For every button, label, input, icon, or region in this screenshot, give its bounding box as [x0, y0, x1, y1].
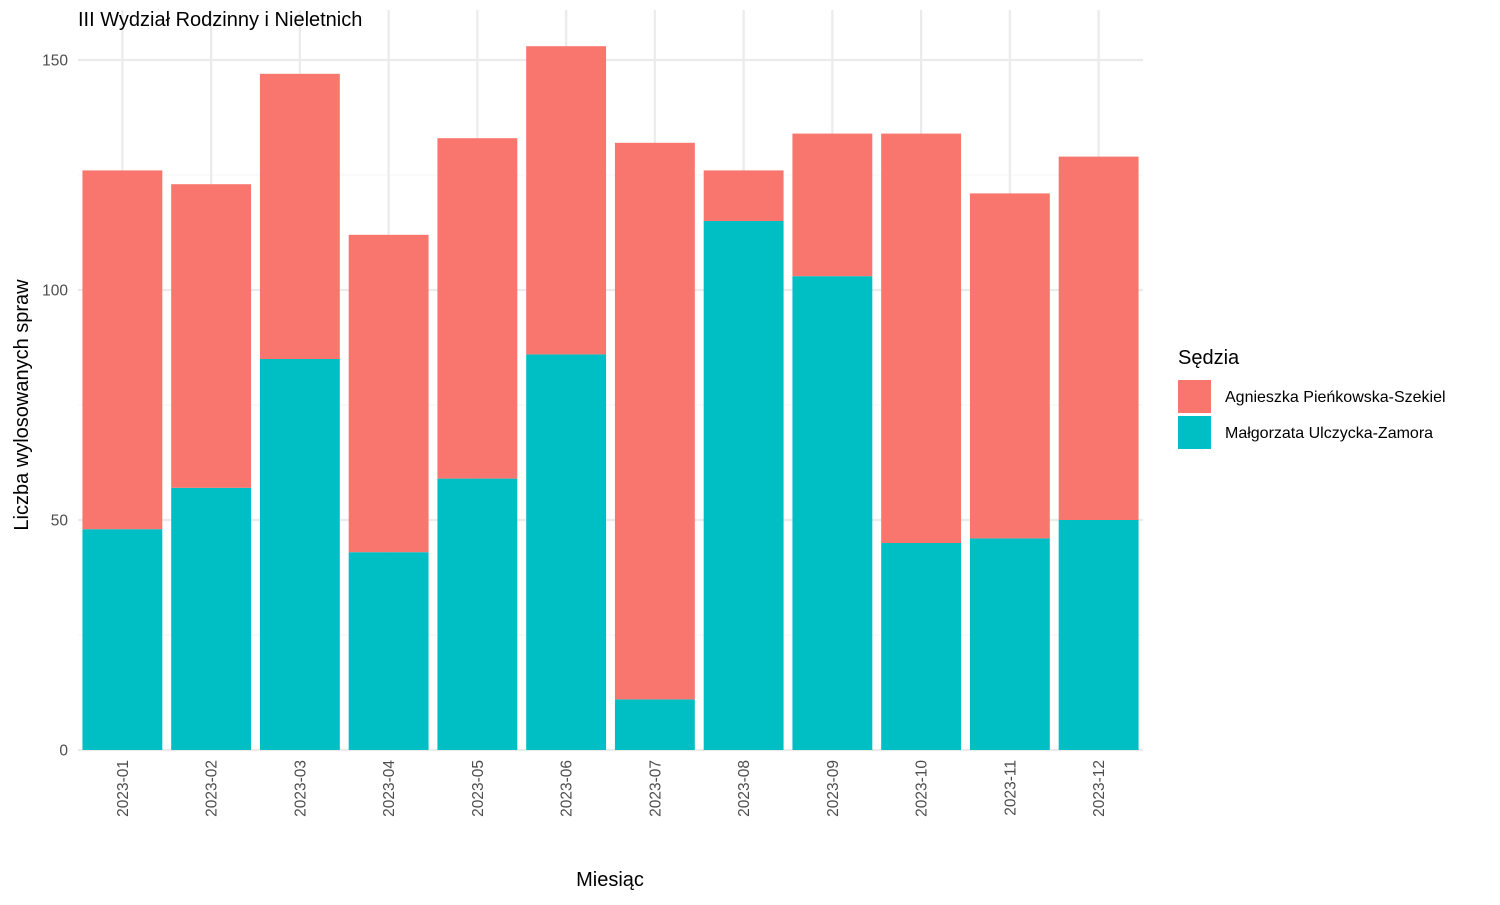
legend: Sędzia Agnieszka Pieńkowska-Szekiel Małgo…	[1178, 347, 1446, 449]
y-tick-label: 50	[51, 513, 69, 530]
x-tick-label: 2023-03	[292, 760, 309, 817]
bar-segment	[792, 133, 873, 277]
bar-segment	[1058, 156, 1139, 520]
x-tick-label: 2023-02	[204, 760, 221, 817]
bar-segment	[437, 478, 518, 750]
bar-segment	[792, 276, 873, 750]
bar-segment	[614, 699, 695, 750]
x-tick-label: 2023-07	[647, 760, 664, 817]
bar-segment	[82, 529, 163, 750]
bar-segment	[259, 73, 340, 360]
legend-swatch	[1178, 380, 1211, 413]
bar-segment	[703, 170, 784, 221]
bars	[82, 46, 1139, 750]
bar-segment	[526, 46, 607, 355]
bar-segment	[348, 234, 429, 553]
bar-segment	[1058, 520, 1139, 750]
bar-segment	[969, 538, 1050, 750]
x-axis-title: Miesiąc	[576, 869, 644, 891]
bar-segment	[437, 138, 518, 479]
x-tick-label: 2023-11	[1002, 760, 1019, 816]
y-axis: 0 50 100 150	[42, 53, 68, 760]
bar-segment	[259, 359, 340, 750]
legend-title: Sędzia	[1178, 347, 1240, 369]
y-axis-title: Liczba wylosowanych spraw	[11, 279, 33, 531]
legend-items: Agnieszka Pieńkowska-Szekiel Małgorzata U…	[1178, 380, 1446, 449]
bar-segment	[82, 170, 163, 530]
y-tick-label: 100	[42, 283, 68, 300]
bar-segment	[881, 543, 962, 750]
x-axis: 2023-01 2023-02 2023-03 2023-04 2023-05 2023-…	[115, 760, 1108, 817]
bar-segment	[348, 552, 429, 750]
bar-segment	[969, 193, 1050, 539]
x-tick-label: 2023-09	[825, 760, 842, 817]
legend-label: Małgorzata Ulczycka-Zamora	[1225, 425, 1433, 442]
bar-segment	[171, 184, 252, 488]
x-tick-label: 2023-10	[914, 760, 931, 817]
x-tick-label: 2023-04	[381, 760, 398, 817]
x-tick-label: 2023-06	[559, 760, 576, 817]
bar-segment	[171, 487, 252, 750]
x-tick-label: 2023-05	[470, 760, 487, 817]
bar-segment	[881, 133, 962, 543]
legend-label: Agnieszka Pieńkowska-Szekiel	[1225, 389, 1446, 406]
legend-swatch	[1178, 416, 1211, 449]
y-tick-label: 150	[42, 53, 68, 70]
x-tick-label: 2023-12	[1091, 760, 1108, 817]
x-tick-label: 2023-08	[736, 760, 753, 817]
x-tick-label: 2023-01	[115, 760, 132, 817]
y-tick-label: 0	[59, 743, 68, 760]
bar-segment	[614, 142, 695, 700]
chart-title: III Wydział Rodzinny i Nieletnich	[78, 9, 362, 31]
bar-segment	[526, 354, 607, 750]
bar-segment	[703, 221, 784, 750]
